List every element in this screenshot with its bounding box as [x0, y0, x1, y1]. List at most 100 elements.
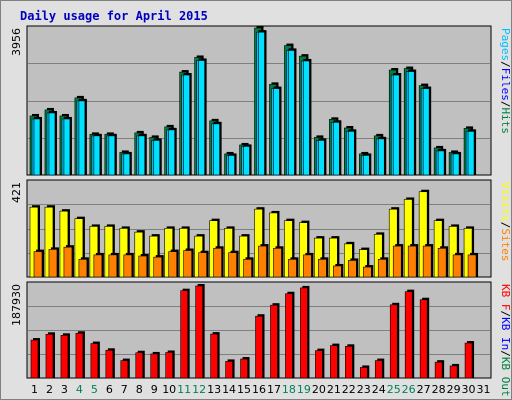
x-tick-day-31: 31	[477, 383, 491, 396]
bar-kb-day-6	[105, 350, 114, 379]
bar-sites-day-20	[318, 259, 327, 278]
bar-pages-day-3	[63, 118, 71, 176]
x-tick-day-28: 28	[432, 383, 446, 396]
bar-kb-day-20	[315, 350, 323, 379]
bar-sites-day-23	[362, 266, 372, 278]
bar-sites-day-9	[153, 256, 163, 278]
bar-pages-day-20	[318, 140, 325, 176]
bar-sites-day-3	[63, 246, 73, 278]
bar-sites-day-17	[273, 247, 282, 278]
bar-kb-day-23	[359, 367, 368, 379]
legend-entry: KB F	[499, 284, 512, 311]
x-tick-day-21: 21	[327, 383, 341, 396]
bar-sites-day-29	[452, 254, 462, 278]
bar-pages-day-10	[168, 129, 176, 176]
legend-entry: Sites	[499, 228, 512, 261]
legend-entry: /	[499, 222, 512, 229]
bar-pages-day-29	[452, 153, 460, 176]
bar-kb-day-1	[30, 339, 39, 379]
x-tick-day-9: 9	[151, 383, 158, 396]
x-tick-day-11: 11	[177, 383, 191, 396]
bar-pages-day-12	[198, 60, 205, 176]
bar-kb-day-4	[75, 332, 84, 379]
bar-sites-day-4	[78, 259, 88, 278]
bar-sites-day-27	[422, 245, 432, 278]
x-tick-day-27: 27	[417, 383, 431, 396]
bar-sites-day-21	[333, 265, 342, 278]
bar-sites-day-11	[183, 250, 192, 278]
bar-kb-day-11	[180, 290, 188, 379]
x-tick-day-19: 19	[297, 383, 311, 396]
bar-kb-day-28	[434, 361, 443, 379]
y-axis-max-label-2: 421	[10, 182, 23, 203]
legend-1: Pages/Files/Hits	[499, 28, 512, 134]
bar-kb-day-25	[389, 304, 398, 379]
x-tick-day-20: 20	[312, 383, 326, 396]
bar-pages-day-4	[78, 100, 86, 176]
bar-kb-day-14	[225, 361, 233, 379]
bar-kb-day-22	[345, 346, 353, 379]
x-tick-day-15: 15	[237, 383, 251, 396]
chart-title: Daily usage for April 2015	[20, 9, 208, 23]
bar-kb-day-9	[150, 353, 159, 379]
bar-sites-day-18	[288, 259, 297, 278]
x-tick-day-24: 24	[372, 383, 386, 396]
x-tick-day-25: 25	[387, 383, 401, 396]
y-axis-max-label-3: 187930	[10, 284, 23, 326]
bar-pages-day-26	[407, 71, 415, 176]
x-tick-day-10: 10	[162, 383, 176, 396]
bar-sites-day-25	[392, 245, 402, 278]
bar-pages-day-22	[348, 131, 355, 176]
bar-kb-day-19	[300, 287, 308, 379]
bar-pages-day-25	[392, 74, 400, 176]
bar-sites-day-16	[258, 245, 267, 278]
bar-kb-day-15	[240, 358, 248, 379]
x-tick-day-2: 2	[46, 383, 53, 396]
y-axis-max-label-1: 3956	[10, 28, 23, 56]
legend-2: Visits/Sites	[499, 182, 512, 262]
legend-entry: /	[499, 311, 512, 318]
bar-sites-day-5	[93, 254, 103, 278]
bar-sites-day-24	[377, 259, 387, 278]
bar-pages-day-8	[138, 135, 146, 176]
bar-kb-day-24	[374, 360, 383, 379]
x-tick-day-17: 17	[267, 383, 281, 396]
x-tick-day-6: 6	[106, 383, 113, 396]
bar-kb-day-18	[285, 293, 293, 379]
bar-sites-day-26	[407, 245, 417, 278]
x-tick-day-18: 18	[282, 383, 296, 396]
legend-entry: Hits	[499, 108, 512, 135]
bar-pages-day-21	[333, 122, 340, 176]
x-tick-day-13: 13	[207, 383, 221, 396]
bar-pages-day-5	[93, 135, 101, 176]
bar-pages-day-15	[243, 146, 250, 176]
bar-sites-day-30	[467, 254, 477, 278]
bar-sites-day-2	[48, 249, 58, 278]
bar-sites-day-19	[303, 254, 312, 278]
x-tick-day-29: 29	[447, 383, 461, 396]
bar-sites-day-10	[168, 251, 178, 278]
bar-pages-day-6	[108, 135, 116, 176]
bar-pages-day-13	[213, 123, 220, 176]
bar-kb-day-17	[270, 304, 278, 379]
x-tick-day-5: 5	[91, 383, 98, 396]
legend-entry: /	[499, 61, 512, 68]
legend-entry: KB Out	[499, 357, 512, 397]
x-tick-day-16: 16	[252, 383, 266, 396]
x-tick-day-30: 30	[462, 383, 476, 396]
x-tick-day-12: 12	[192, 383, 206, 396]
x-tick-day-22: 22	[342, 383, 356, 396]
x-tick-day-23: 23	[357, 383, 371, 396]
bar-kb-day-29	[449, 365, 458, 379]
bar-pages-day-18	[288, 50, 295, 176]
bar-pages-day-23	[362, 155, 370, 176]
x-tick-day-14: 14	[222, 383, 236, 396]
bar-pages-day-28	[437, 150, 445, 176]
bar-sites-day-8	[138, 255, 148, 278]
bar-sites-day-14	[228, 252, 237, 278]
bar-pages-day-17	[273, 88, 280, 176]
x-tick-day-4: 4	[76, 383, 83, 396]
x-tick-day-7: 7	[121, 383, 128, 396]
x-tick-day-1: 1	[31, 383, 38, 396]
